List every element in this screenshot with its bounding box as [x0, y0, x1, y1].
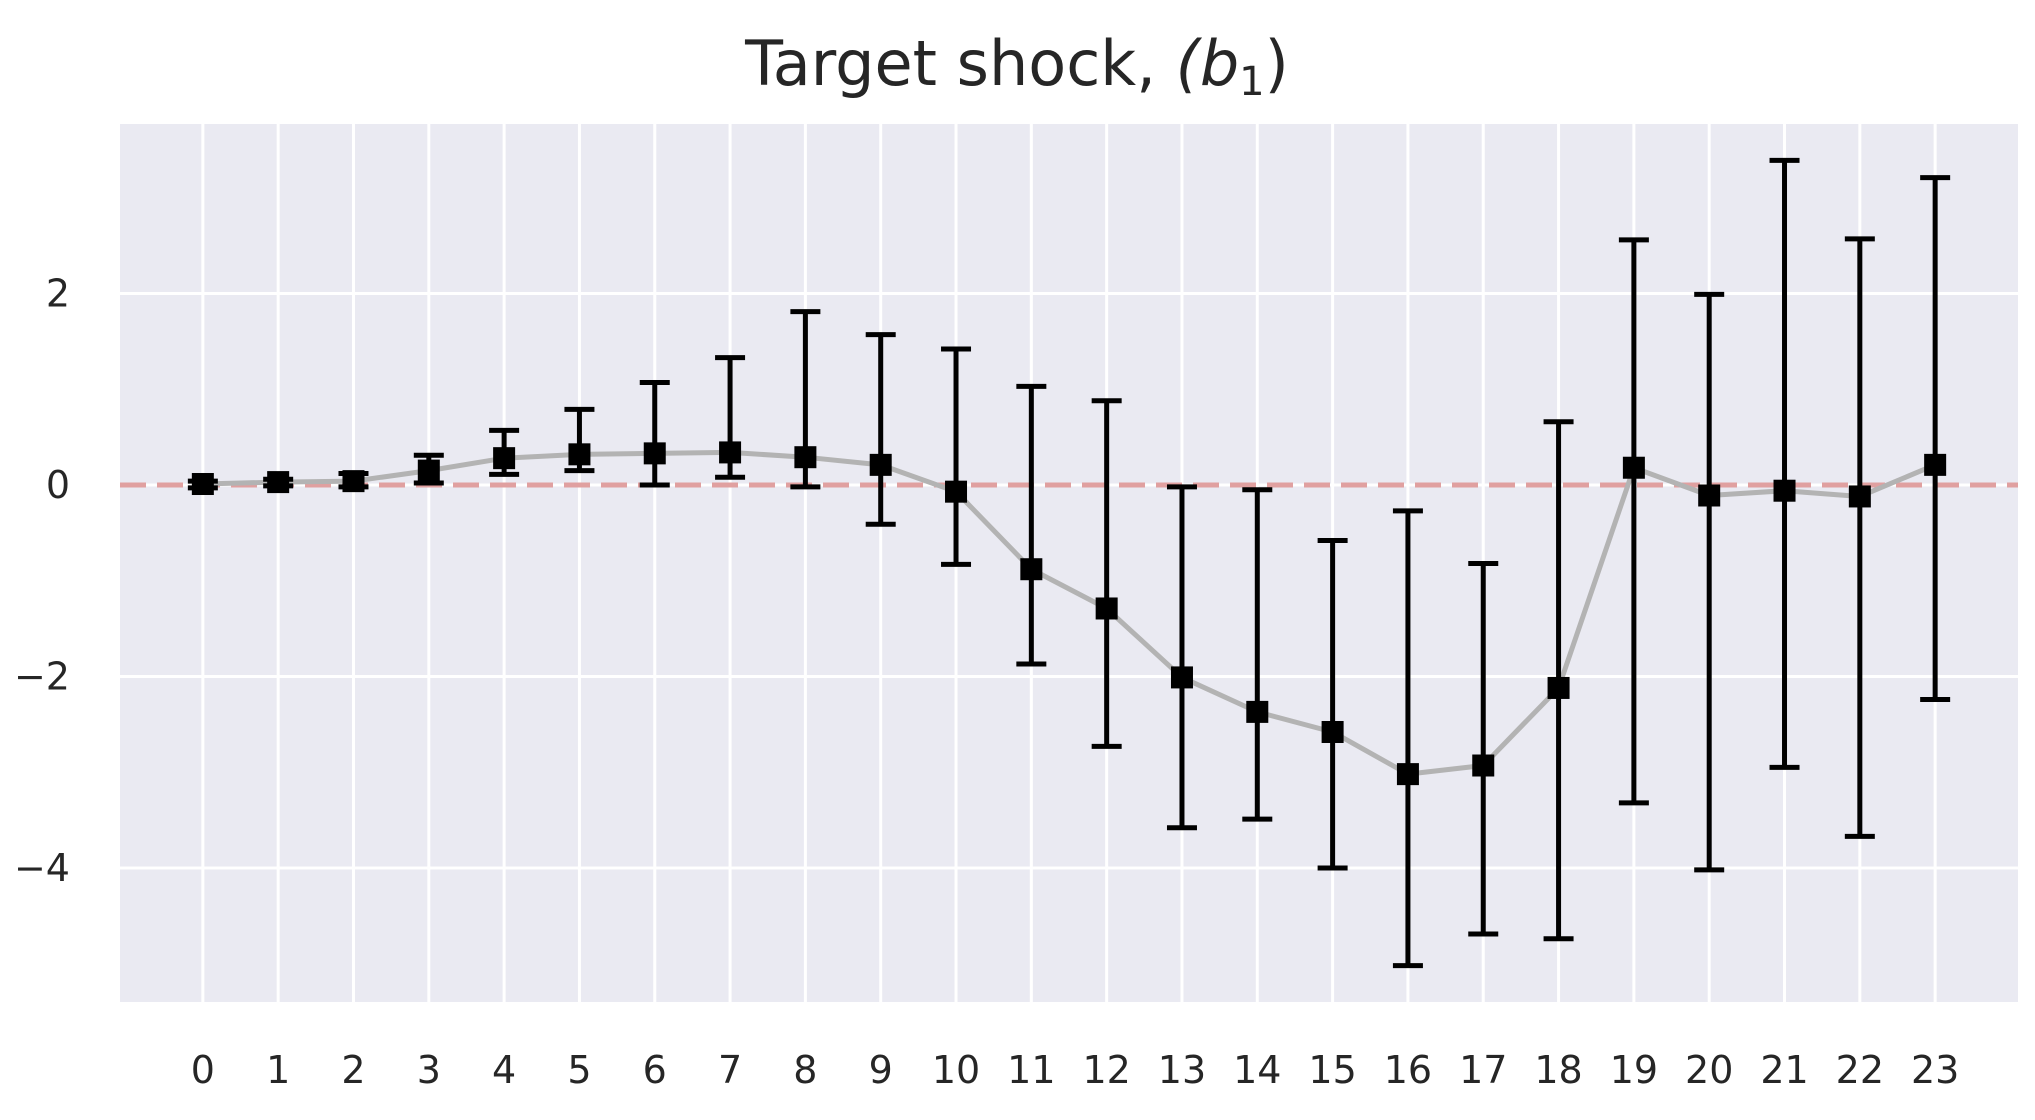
error-bar-10 [941, 346, 972, 567]
x-tick-label-2: 2 [341, 1048, 365, 1092]
y-tick-label-2: −2 [14, 654, 70, 698]
data-point-6 [643, 442, 666, 465]
x-tick-label-5: 5 [567, 1048, 591, 1092]
data-point-8 [794, 446, 817, 469]
error-bar-13 [1166, 484, 1197, 831]
x-tick-label-13: 13 [1158, 1048, 1206, 1092]
data-point-22 [1848, 485, 1871, 508]
data-point-20 [1698, 484, 1721, 507]
x-tick-label-9: 9 [869, 1048, 893, 1092]
x-tick-label-12: 12 [1082, 1048, 1130, 1092]
data-point-2 [342, 470, 365, 493]
error-bar-9 [865, 332, 896, 527]
data-point-10 [945, 480, 968, 503]
data-point-17 [1472, 754, 1495, 777]
data-point-23 [1924, 453, 1947, 476]
data-point-7 [719, 441, 742, 464]
x-tick-labels: 0 1 2 3 4 5 6 7 8 9 10 11 12 13 14 15 16 17 18 19 20 21 22 23 [191, 1048, 1960, 1092]
x-tick-label-10: 10 [932, 1048, 980, 1092]
data-point-21 [1773, 479, 1796, 502]
x-tick-label-17: 17 [1459, 1048, 1507, 1092]
x-tick-label-21: 21 [1760, 1048, 1808, 1092]
y-tick-label-3: −4 [14, 846, 70, 890]
error-bar-11 [1016, 383, 1047, 667]
x-tick-label-20: 20 [1685, 1048, 1733, 1092]
x-tick-label-6: 6 [643, 1048, 667, 1092]
x-tick-label-4: 4 [492, 1048, 516, 1092]
error-bar-14 [1242, 487, 1273, 822]
plot-area [120, 124, 2018, 1002]
data-point-18 [1547, 676, 1570, 699]
y-tick-label-1: 0 [46, 463, 70, 507]
data-point-9 [869, 453, 892, 476]
data-point-4 [493, 447, 516, 470]
error-bar-6 [639, 380, 670, 488]
data-point-16 [1396, 763, 1419, 786]
x-tick-label-3: 3 [417, 1048, 441, 1092]
series-line-layer [202, 449, 1937, 777]
error-bar-21 [1769, 157, 1800, 770]
data-point-19 [1622, 456, 1645, 479]
y-tick-labels: 2 0 −2 −4 [14, 271, 70, 889]
error-bar-20 [1694, 291, 1725, 873]
x-tick-label-0: 0 [191, 1048, 215, 1092]
data-point-12 [1095, 597, 1118, 620]
x-tick-label-1: 1 [266, 1048, 290, 1092]
x-tick-label-11: 11 [1007, 1048, 1055, 1092]
marker-layer [191, 441, 1947, 786]
x-tick-label-15: 15 [1308, 1048, 1356, 1092]
error-bar-12 [1091, 398, 1122, 749]
error-bar-16 [1392, 508, 1423, 969]
data-point-5 [568, 443, 591, 466]
series-line [202, 449, 1937, 777]
data-point-15 [1321, 720, 1344, 743]
x-tick-label-8: 8 [793, 1048, 817, 1092]
chart-title: Target shock, (b1) [744, 27, 1289, 105]
error-bar-15 [1317, 537, 1348, 871]
data-point-3 [417, 459, 440, 482]
x-tick-label-18: 18 [1534, 1048, 1582, 1092]
error-bar-22 [1844, 236, 1875, 839]
y-tick-label-0: 2 [46, 271, 70, 315]
data-point-1 [267, 471, 290, 494]
data-point-14 [1246, 700, 1269, 723]
x-tick-label-19: 19 [1610, 1048, 1658, 1092]
data-point-11 [1020, 558, 1043, 581]
error-bar-19 [1618, 237, 1649, 806]
x-tick-label-16: 16 [1384, 1048, 1432, 1092]
x-tick-label-22: 22 [1836, 1048, 1884, 1092]
error-bar-23 [1920, 175, 1951, 702]
x-tick-label-14: 14 [1233, 1048, 1281, 1092]
error-bar-17 [1468, 560, 1499, 937]
data-point-0 [191, 473, 214, 496]
x-tick-label-7: 7 [718, 1048, 742, 1092]
x-tick-label-23: 23 [1911, 1048, 1959, 1092]
data-point-13 [1170, 666, 1193, 689]
